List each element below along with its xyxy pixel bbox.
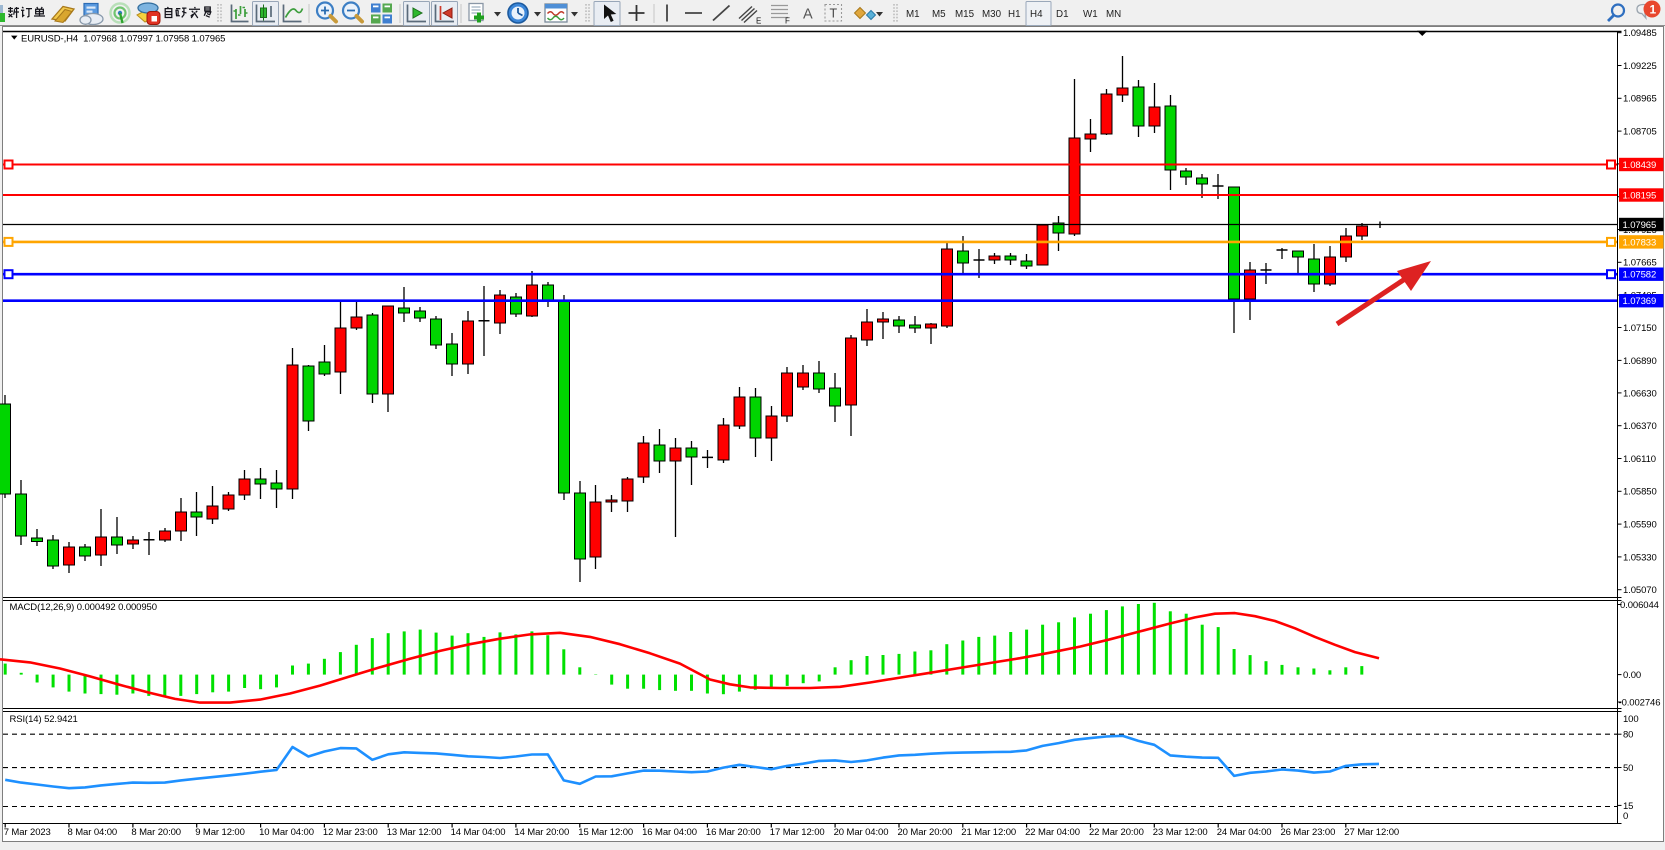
svg-text:1.07582: 1.07582 [1623,270,1657,281]
svg-text:1.06890: 1.06890 [1623,356,1657,367]
svg-text:A: A [803,7,813,23]
svg-text:MACD(12,26,9) 0.000492 0.00095: MACD(12,26,9) 0.000492 0.000950 [10,602,157,613]
svg-text:D1: D1 [1056,9,1069,20]
svg-text:1.06110: 1.06110 [1623,454,1656,465]
svg-text:1.08705: 1.08705 [1623,127,1657,138]
svg-text:15 Mar 12:00: 15 Mar 12:00 [578,827,633,838]
svg-text:1.07150: 1.07150 [1623,323,1657,334]
svg-text:0.00: 0.00 [1623,670,1641,681]
svg-text:H1: H1 [1008,9,1021,20]
svg-text:16 Mar 20:00: 16 Mar 20:00 [706,827,761,838]
svg-text:16 Mar 04:00: 16 Mar 04:00 [642,827,697,838]
svg-text:F: F [785,17,790,26]
svg-text:26 Mar 23:00: 26 Mar 23:00 [1281,827,1336,838]
svg-text:8 Mar 04:00: 8 Mar 04:00 [68,827,118,838]
svg-text:M15: M15 [955,9,975,20]
svg-text:1.06370: 1.06370 [1623,421,1657,432]
svg-text:13 Mar 12:00: 13 Mar 12:00 [387,827,442,838]
svg-text:17 Mar 12:00: 17 Mar 12:00 [770,827,825,838]
svg-text:1.05590: 1.05590 [1623,520,1657,531]
svg-text:MN: MN [1106,9,1121,20]
svg-text:14 Mar 04:00: 14 Mar 04:00 [451,827,506,838]
svg-text:E: E [756,17,761,26]
svg-text:W1: W1 [1083,9,1098,20]
svg-text:0.006044: 0.006044 [1620,600,1659,611]
svg-text:10 Mar 04:00: 10 Mar 04:00 [259,827,314,838]
svg-text:M5: M5 [932,9,946,20]
svg-text:9 Mar 12:00: 9 Mar 12:00 [195,827,245,838]
svg-text:22 Mar 20:00: 22 Mar 20:00 [1089,827,1144,838]
svg-text:1.05850: 1.05850 [1623,487,1657,498]
svg-text:1.06630: 1.06630 [1623,388,1657,399]
svg-text:7 Mar 2023: 7 Mar 2023 [4,827,51,838]
svg-text:22 Mar 04:00: 22 Mar 04:00 [1025,827,1080,838]
svg-text:1.08439: 1.08439 [1623,160,1657,171]
svg-text:1.07965: 1.07965 [1623,220,1657,231]
svg-text:24 Mar 04:00: 24 Mar 04:00 [1217,827,1272,838]
svg-text:20 Mar 04:00: 20 Mar 04:00 [834,827,889,838]
svg-text:1.07833: 1.07833 [1623,237,1657,248]
svg-text:M1: M1 [906,9,920,20]
svg-text:1.07369: 1.07369 [1623,296,1657,307]
svg-text:1: 1 [1650,3,1657,17]
svg-text:T: T [830,7,838,21]
svg-text:8 Mar 20:00: 8 Mar 20:00 [131,827,181,838]
svg-text:20 Mar 20:00: 20 Mar 20:00 [898,827,953,838]
svg-text:1.07665: 1.07665 [1623,258,1657,269]
svg-text:21 Mar 12:00: 21 Mar 12:00 [961,827,1016,838]
svg-text:14 Mar 20:00: 14 Mar 20:00 [514,827,569,838]
svg-text:100: 100 [1623,714,1639,725]
svg-text:80: 80 [1623,730,1633,741]
svg-text:0: 0 [1623,811,1628,822]
svg-text:1.09225: 1.09225 [1623,61,1657,72]
svg-text:50: 50 [1623,763,1633,774]
svg-text:EURUSD-,H4 1.07968 1.07997 1.: EURUSD-,H4 1.07968 1.07997 1.07958 1.079… [21,34,225,45]
svg-text:1.08195: 1.08195 [1623,190,1657,201]
svg-text:1.05070: 1.05070 [1623,585,1657,596]
svg-text:12 Mar 23:00: 12 Mar 23:00 [323,827,378,838]
svg-text:H4: H4 [1030,9,1043,20]
svg-text:M30: M30 [982,9,1002,20]
svg-text:1.09485: 1.09485 [1623,28,1657,39]
svg-text:RSI(14) 52.9421: RSI(14) 52.9421 [10,714,78,725]
svg-text:1.08965: 1.08965 [1623,94,1657,105]
svg-text:23 Mar 12:00: 23 Mar 12:00 [1153,827,1208,838]
svg-text:1.05330: 1.05330 [1623,552,1657,563]
svg-text:-0.002746: -0.002746 [1619,697,1661,708]
svg-text:27 Mar 12:00: 27 Mar 12:00 [1344,827,1399,838]
